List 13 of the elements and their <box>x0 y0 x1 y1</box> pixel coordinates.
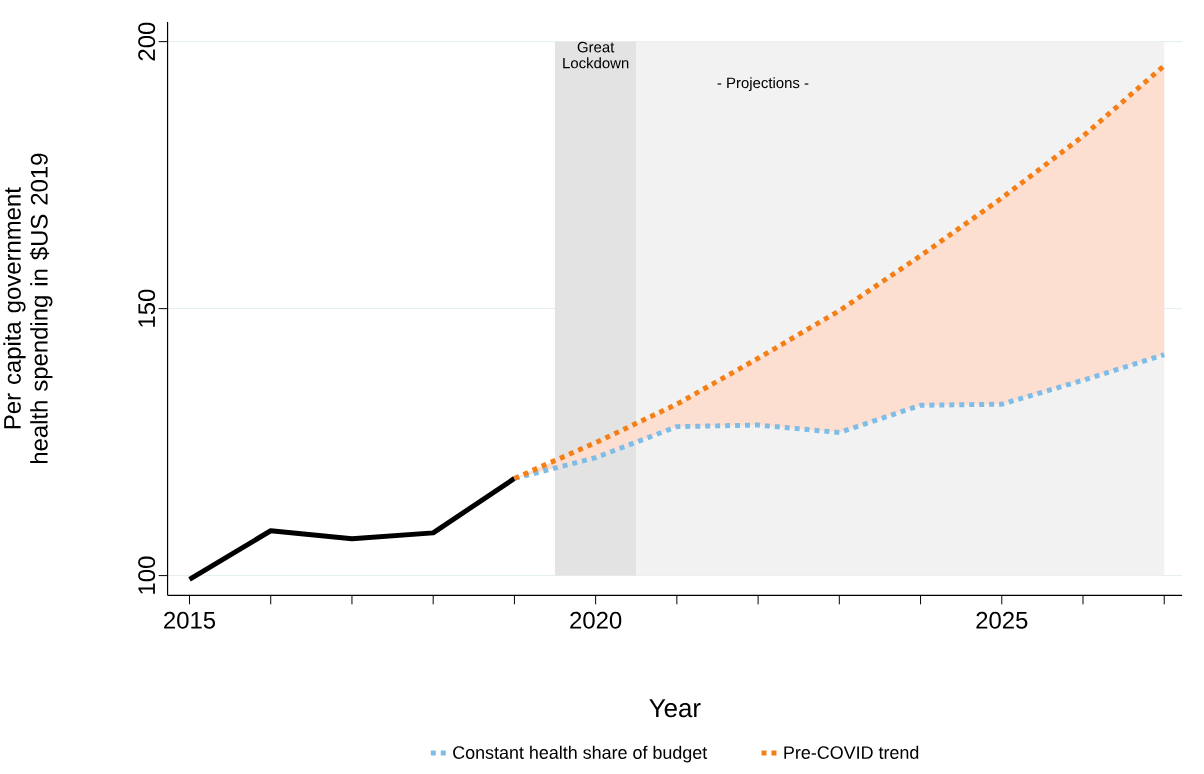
x-tick-label: 2020 <box>570 612 622 629</box>
y-tick-label: 100 <box>138 556 156 594</box>
band-label: - Projections - <box>717 77 809 92</box>
y-tick-label: 150 <box>138 289 156 327</box>
line-series <box>187 476 517 583</box>
x-axis-title: Year <box>649 699 701 718</box>
legend-label: Constant health share of budget <box>453 745 708 763</box>
band-label: Great Lockdown <box>563 42 629 69</box>
y-axis-title: Per capita government health spending in $US 2019 <box>3 153 53 464</box>
legend-label: Pre-COVID trend <box>784 745 919 760</box>
y-tick-label: 200 <box>138 22 156 61</box>
x-tick-label: 2025 <box>976 612 1028 629</box>
x-tick-label: 2015 <box>164 612 216 629</box>
